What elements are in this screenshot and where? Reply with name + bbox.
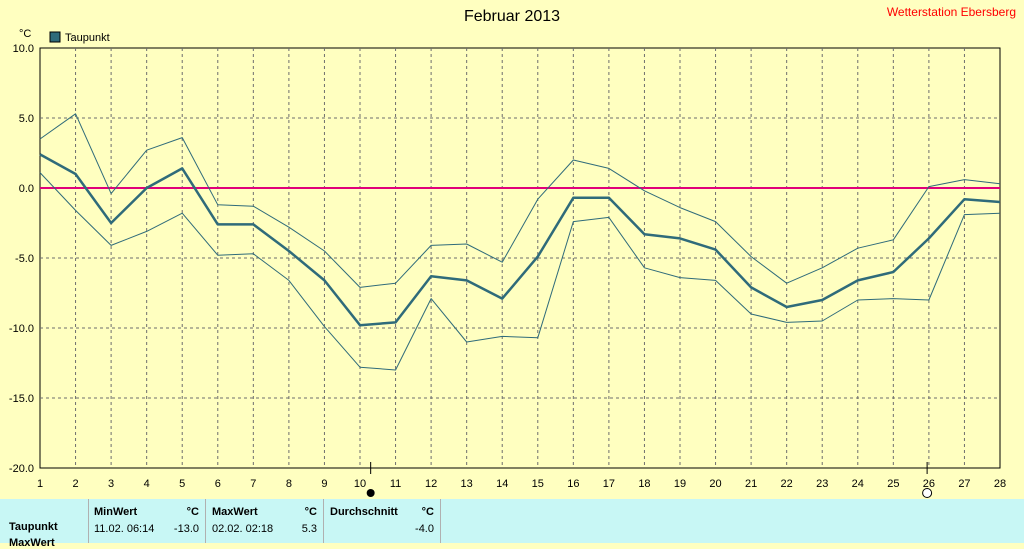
series-line-min — [39, 172, 1001, 371]
x-tick-label: 7 — [250, 478, 256, 490]
stats-min-cell: MinWert °C 11.02. 06:14 -13.0 — [89, 499, 206, 543]
x-tick-label: 21 — [745, 478, 757, 490]
min-time: 11.02. 06:14 — [94, 523, 155, 535]
x-tick-label: 6 — [215, 478, 221, 490]
y-tick-label: -5.0 — [15, 253, 34, 265]
y-tick-label: 0.0 — [19, 183, 34, 195]
x-tick-label: 3 — [108, 478, 114, 490]
avg-header: Durchschnitt — [330, 506, 398, 518]
x-tick-label: 28 — [994, 478, 1006, 490]
stats-row-label: Taupunkt — [9, 521, 58, 533]
max-value: 5.3 — [301, 523, 317, 535]
x-tick-label: 9 — [321, 478, 327, 490]
x-tick-label: 24 — [852, 478, 864, 490]
y-tick-labels: 10.0 5.0 0.0 -5.0 -10.0 -15.0 -20.0 — [9, 43, 34, 475]
x-tick-label: 5 — [179, 478, 185, 490]
y-tick-label: -10.0 — [9, 323, 34, 335]
max-time: 02.02. 02:18 — [212, 523, 274, 535]
stats-row-label-2: MaxWert — [9, 537, 55, 549]
avg-unit: °C — [421, 506, 434, 518]
max-unit: °C — [304, 506, 317, 518]
x-tick-label: 16 — [567, 478, 579, 490]
x-tick-label: 4 — [144, 478, 150, 490]
x-tick-label: 27 — [958, 478, 970, 490]
x-tick-label: 23 — [816, 478, 828, 490]
y-unit-label: °C — [19, 28, 31, 40]
stats-max-cell: MaxWert °C 02.02. 02:18 5.3 — [206, 499, 324, 543]
x-tick-label: 2 — [72, 478, 78, 490]
max-header: MaxWert — [212, 506, 258, 518]
x-tick-label: 25 — [887, 478, 899, 490]
legend-label: Taupunkt — [65, 32, 110, 44]
grid — [40, 48, 1000, 468]
y-tick-label: 5.0 — [19, 113, 34, 125]
x-tick-label: 10 — [354, 478, 366, 490]
marker-open-circle — [922, 488, 933, 498]
chart-title: Februar 2013 — [464, 8, 560, 25]
x-tick-label: 11 — [390, 478, 401, 490]
y-tick-label: -15.0 — [9, 393, 34, 405]
min-header: MinWert — [94, 506, 138, 518]
x-tick-label: 19 — [674, 478, 686, 490]
stats-panel: Taupunkt MaxWert MinWert °C 11.02. 06:14… — [0, 499, 1024, 549]
legend-swatch — [49, 31, 61, 43]
min-value: -13.0 — [173, 523, 199, 535]
x-tick-labels: 1 2 3 4 5 6 7 8 9 10 11 12 13 14 15 16 17 18 19 20 21 22 23 24 2… — [37, 478, 1006, 490]
avg-value: -4.0 — [415, 523, 434, 535]
series-lines — [39, 113, 1001, 371]
x-tick-label: 18 — [638, 478, 650, 490]
x-tick-label: 12 — [425, 478, 437, 490]
x-tick-label: 15 — [532, 478, 544, 490]
x-tick-label: 22 — [781, 478, 793, 490]
day-markers — [366, 462, 933, 498]
stats-avg-cell: Durchschnitt °C -4.0 — [324, 499, 441, 543]
x-tick-label: 13 — [461, 478, 473, 490]
x-tick-label: 8 — [286, 478, 292, 490]
x-tick-label: 14 — [496, 478, 508, 490]
series-line-max — [39, 113, 1001, 288]
x-tick-label: 1 — [37, 478, 43, 490]
x-tick-label: 20 — [709, 478, 721, 490]
series-line-mean — [39, 153, 1001, 327]
marker-filled-circle — [366, 489, 375, 497]
stats-label-cell: Taupunkt MaxWert — [0, 499, 89, 549]
y-tick-label: -20.0 — [9, 463, 34, 475]
min-unit: °C — [186, 506, 199, 518]
station-name: Wetterstation Ebersberg — [887, 5, 1016, 19]
x-tick-label: 26 — [923, 478, 935, 490]
x-tick-label: 17 — [603, 478, 615, 490]
y-tick-label: 10.0 — [13, 43, 34, 55]
